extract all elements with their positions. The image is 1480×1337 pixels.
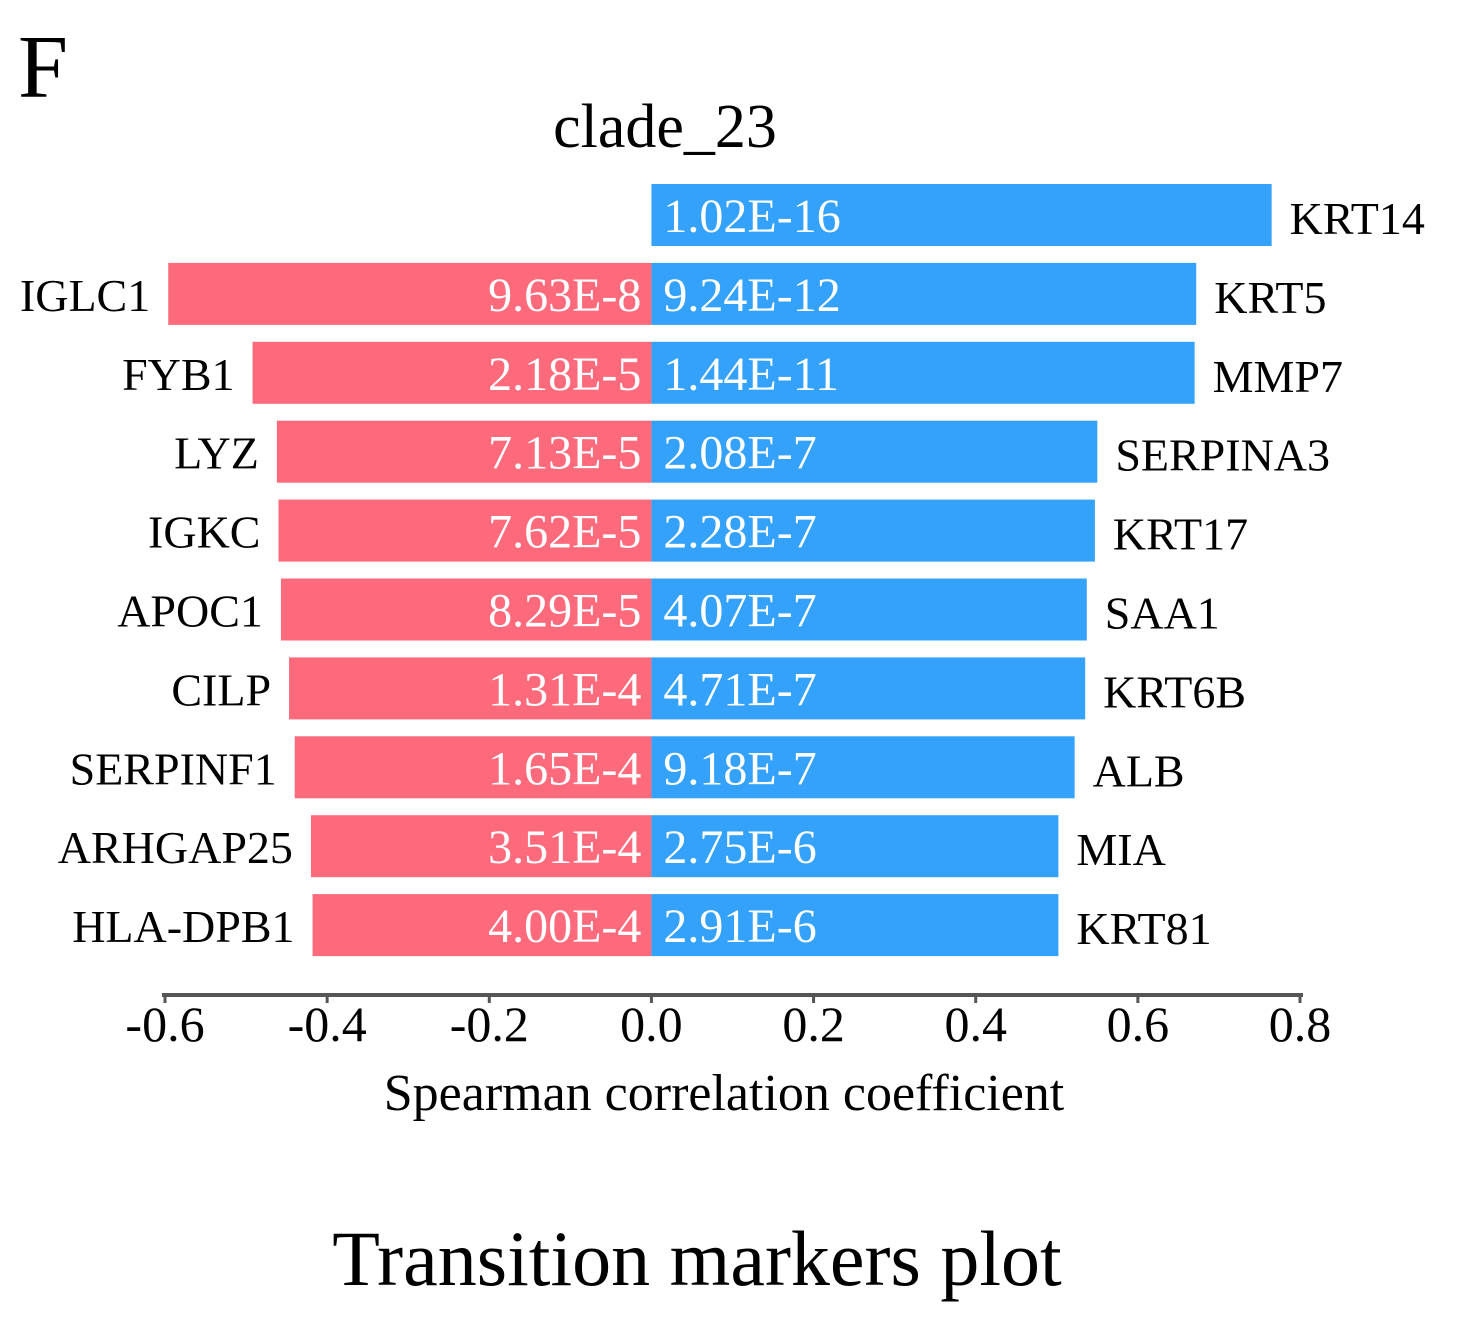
negative-pvalue-label: 2.18E-5 — [488, 348, 641, 401]
gene-labels: KRT14 IGLC1 KRT5 FYB1 MMP7 LYZ SERPINA3 IGKC KRT… — [20, 193, 1425, 954]
negative-bar — [280, 578, 652, 641]
x-tick-label: -0.6 — [125, 996, 204, 1052]
positive-pvalue-label: 2.28E-7 — [663, 506, 816, 559]
negative-bar — [278, 499, 652, 562]
negative-gene-label: SERPINF1 — [70, 743, 277, 794]
positive-bar — [651, 815, 1059, 878]
positive-bars — [651, 184, 1272, 957]
chart-title: clade_23 — [553, 93, 777, 161]
panel-label: F — [18, 18, 68, 117]
negative-pvalue-label: 4.00E-4 — [488, 900, 641, 953]
negative-gene-label: APOC1 — [117, 586, 263, 637]
positive-bar — [651, 657, 1086, 720]
pvalue-labels: 1.02E-16 9.63E-8 9.24E-12 2.18E-5 1.44E-11 7.… — [488, 190, 841, 953]
positive-pvalue-label: 9.24E-12 — [663, 269, 840, 322]
positive-bar — [651, 578, 1087, 641]
x-tick-label: 0.8 — [1269, 996, 1332, 1052]
negative-gene-label: HLA-DPB1 — [72, 901, 294, 952]
positive-gene-label: KRT6B — [1103, 666, 1246, 717]
x-tick-label: 0.4 — [944, 996, 1007, 1052]
negative-pvalue-label: 1.65E-4 — [488, 742, 641, 795]
negative-bar — [312, 894, 652, 957]
positive-pvalue-label: 9.18E-7 — [663, 742, 816, 795]
positive-gene-label: KRT5 — [1214, 272, 1326, 323]
positive-gene-label: MMP7 — [1213, 351, 1343, 402]
positive-pvalue-label: 4.71E-7 — [663, 663, 816, 716]
positive-pvalue-label: 4.07E-7 — [663, 585, 816, 638]
positive-pvalue-label: 2.08E-7 — [663, 427, 816, 480]
negative-bars — [168, 262, 652, 957]
negative-pvalue-label: 3.51E-4 — [488, 821, 641, 874]
positive-gene-label: SAA1 — [1105, 588, 1220, 639]
positive-gene-label: KRT81 — [1076, 903, 1211, 954]
negative-gene-label: ARHGAP25 — [58, 822, 293, 873]
positive-pvalue-label: 1.44E-11 — [663, 348, 839, 401]
positive-gene-label: SERPINA3 — [1115, 430, 1330, 481]
negative-gene-label: CILP — [171, 664, 271, 715]
negative-bar — [168, 262, 652, 325]
negative-gene-label: IGKC — [148, 507, 260, 558]
positive-gene-label: KRT14 — [1290, 193, 1425, 244]
x-axis: -0.6 -0.4 -0.2 0.0 0.2 0.4 0.6 0.8 — [125, 993, 1332, 1052]
positive-bar — [651, 420, 1098, 483]
positive-bar — [651, 341, 1195, 404]
positive-bar — [651, 184, 1272, 246]
x-tick-label: -0.2 — [450, 996, 529, 1052]
negative-pvalue-label: 8.29E-5 — [488, 585, 641, 638]
positive-pvalue-label: 2.91E-6 — [663, 900, 816, 953]
x-tick-label: 0.2 — [782, 996, 845, 1052]
negative-pvalue-label: 1.31E-4 — [488, 663, 641, 716]
positive-gene-label: MIA — [1076, 824, 1165, 875]
figure-caption: Transition markers plot — [332, 1215, 1062, 1302]
negative-gene-label: LYZ — [174, 428, 259, 479]
negative-bar — [252, 341, 652, 404]
x-tick-label: -0.4 — [288, 996, 367, 1052]
x-tick-label: 0.0 — [620, 996, 683, 1052]
negative-bar — [310, 815, 652, 878]
negative-gene-label: FYB1 — [122, 349, 234, 400]
positive-pvalue-label: 2.75E-6 — [663, 821, 816, 874]
negative-pvalue-label: 7.13E-5 — [488, 427, 641, 480]
positive-gene-label: ALB — [1093, 745, 1185, 796]
negative-pvalue-label: 7.62E-5 — [488, 506, 641, 559]
negative-bar — [289, 657, 652, 720]
negative-bar — [294, 736, 652, 799]
positive-bar — [651, 736, 1075, 799]
x-tick-label: 0.6 — [1107, 996, 1170, 1052]
positive-bar — [651, 894, 1059, 957]
positive-gene-label: KRT17 — [1113, 509, 1248, 560]
x-axis-label: Spearman correlation coefficient — [384, 1065, 1065, 1122]
negative-gene-label: IGLC1 — [20, 270, 150, 321]
positive-bar — [651, 499, 1095, 562]
negative-bar — [276, 420, 652, 483]
negative-pvalue-label: 9.63E-8 — [488, 269, 641, 322]
positive-pvalue-label: 1.02E-16 — [663, 190, 840, 243]
positive-bar — [651, 262, 1197, 325]
